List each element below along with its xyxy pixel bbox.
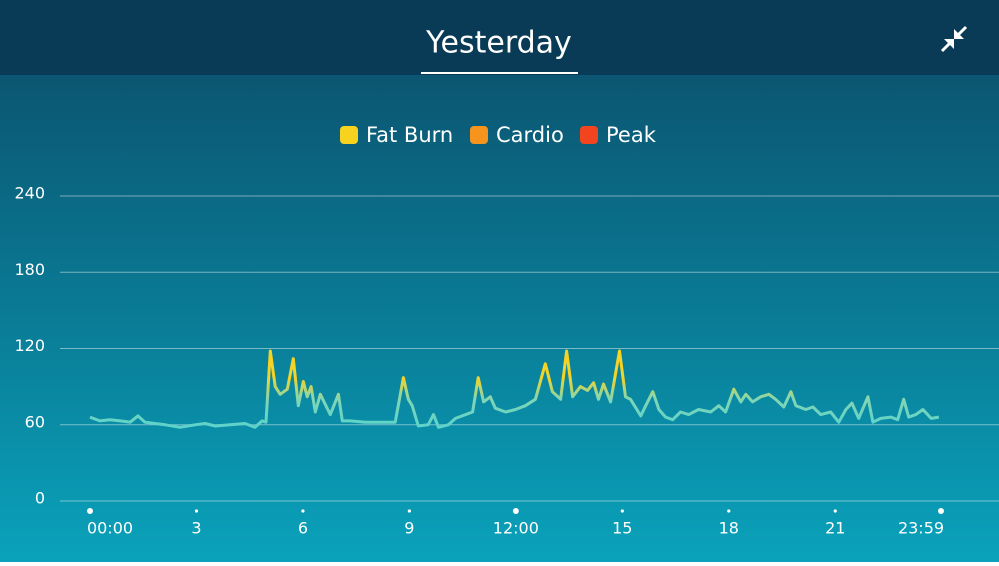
header-title[interactable]: Yesterday (425, 26, 572, 61)
legend-label: Peak (606, 123, 657, 147)
x-tick-label: 6 (298, 519, 308, 538)
x-tick-label: 00:00 (87, 519, 133, 538)
legend-swatch (340, 126, 358, 144)
header-bar (0, 0, 999, 75)
legend-label: Cardio (496, 123, 564, 147)
y-tick-label: 0 (35, 489, 45, 508)
x-tick-dot (194, 509, 199, 513)
legend-swatch (580, 126, 598, 144)
x-tick-dot (938, 508, 944, 514)
y-tick-label: 240 (14, 184, 45, 203)
y-tick-label: 60 (25, 412, 45, 431)
legend-swatch (470, 126, 488, 144)
x-tick-dot (727, 509, 731, 513)
x-tick-label: 9 (404, 519, 414, 538)
legend-label: Fat Burn (366, 123, 453, 147)
x-tick-label: 12:00 (493, 519, 539, 538)
x-tick-label: 21 (825, 519, 845, 538)
x-tick-dot (833, 509, 837, 513)
x-tick-dot (87, 508, 93, 514)
x-tick-dot (620, 509, 624, 513)
collapse-icon[interactable] (940, 25, 968, 53)
legend: Fat Burn Cardio Peak (340, 123, 657, 147)
heart-rate-line (89, 349, 940, 429)
x-tick-dot (512, 508, 519, 514)
x-tick-label: 3 (191, 519, 201, 538)
plot: 0 60 120 180 240 00:00 3 6 9 12:00 15 18 21 23:59 (14, 184, 999, 538)
x-tick-label: 18 (719, 519, 739, 538)
x-tick-label: 23:59 (898, 519, 944, 538)
y-tick-label: 120 (14, 336, 45, 355)
y-tick-label: 180 (14, 260, 45, 279)
x-tick-dot (407, 509, 411, 513)
x-tick-dot (301, 509, 305, 513)
x-tick-label: 15 (612, 519, 632, 538)
